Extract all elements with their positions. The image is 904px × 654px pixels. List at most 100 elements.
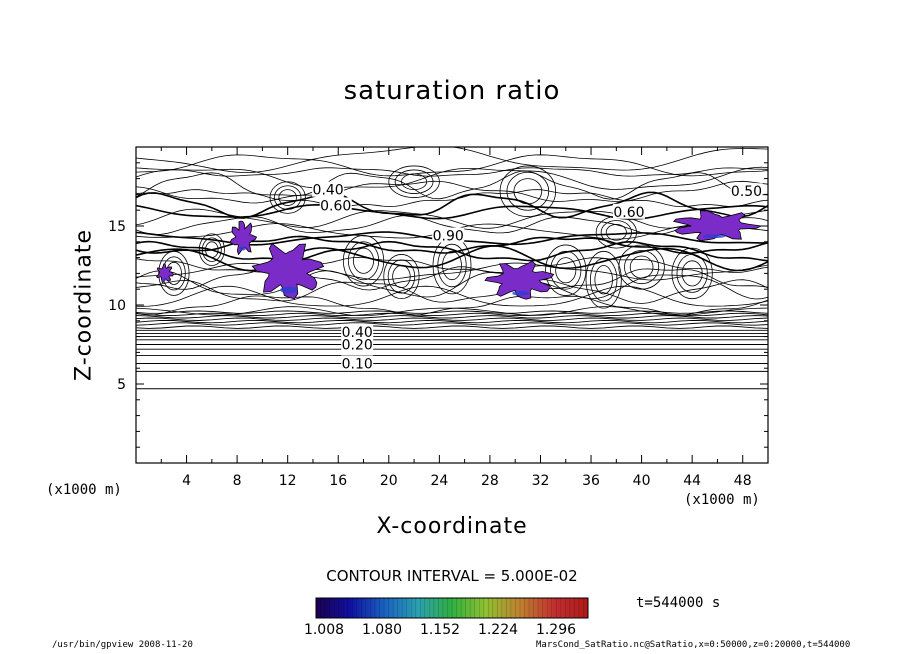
supersaturated-core [162,278,168,281]
contour-loop [600,220,632,245]
contour-label-bg [432,227,465,243]
contour-loop [550,250,582,290]
contour-loop [618,244,665,290]
contour-loop [401,173,428,191]
contour-loop [624,250,660,285]
contour-label-bg [319,197,352,213]
x-tick-label: 44 [683,473,701,489]
time-label: t=544000 s [636,595,721,611]
contour-line [136,279,768,304]
contour-line [136,270,768,300]
colorbar [315,597,589,619]
plot-frame [135,146,769,464]
contour-loop [555,257,577,284]
x-tick-label: 20 [380,473,398,489]
x-tick-label: 48 [734,473,752,489]
contour-label: 0.50 [731,184,762,200]
colorbar-tick-label: 1.080 [361,622,403,638]
contour-line [136,262,768,281]
contour-loop [198,233,225,266]
x-unit-label: (x1000 m) [684,492,760,508]
contour-line [136,319,768,324]
colorbar-tick-label: 1.296 [535,622,577,638]
contour-loop [442,250,462,281]
contour-line [136,170,768,200]
contour-loop [585,250,622,309]
supersaturated-core [280,286,298,294]
contour-line [136,265,768,291]
contour-loop [437,243,467,288]
contour-loop [353,247,375,274]
contour-loop [383,254,420,300]
contour-loop [388,165,440,198]
supersaturated-region [155,263,174,283]
x-tick-label: 40 [633,473,651,489]
y-tick-label: 10 [108,298,126,314]
x-tick-label: 12 [279,473,297,489]
x-tick-label: 4 [182,473,191,489]
contour-loop [394,169,434,194]
colorbar-tick-label: 1.008 [303,622,345,638]
contour-loop [589,258,618,302]
contour-line [136,154,768,177]
contour-label-bg [612,203,645,219]
contour-line [136,322,768,326]
footer-left: /usr/bin/gpview 2008-11-20 [52,640,193,650]
contour-line [136,315,768,319]
contour-label-bg [312,181,345,197]
contour-line [136,189,768,208]
x-axis-label: X-coordinate [376,514,528,539]
contour-label: 0.60 [320,198,351,214]
contour-interval-label: CONTOUR INTERVAL = 5.000E-02 [326,567,578,585]
contour-line [136,310,768,314]
contour-loop [681,260,703,287]
contour-loop [387,259,416,294]
contour-loop [273,185,302,210]
supersaturated-core [512,290,530,296]
contour-label: 0.60 [613,205,644,221]
contour-loop [594,265,613,295]
supersaturated-region [251,242,325,300]
x-tick-label: 36 [582,473,600,489]
contour-label: 0.20 [342,338,373,354]
contour-label: 0.40 [342,325,373,341]
x-tick-label: 8 [233,473,242,489]
contour-label-bg [341,323,374,339]
contour-line [136,285,768,307]
supersaturated-region [672,210,763,242]
contour-line [136,147,768,173]
contour-label: 0.90 [433,228,464,244]
x-tick-label: 16 [329,473,347,489]
contour-label: 0.10 [342,356,373,372]
contour-label-bg [341,355,374,371]
supersaturated-core [703,234,726,239]
contour-loop [201,237,222,262]
contour-loop [513,178,543,205]
contour-loop [342,235,385,287]
contour-loop [205,241,219,259]
contour-loop [499,165,557,217]
contour-loop [269,181,306,214]
contour-loop [676,253,708,293]
supersaturated-region [484,260,555,300]
z-unit-label: (x1000 m) [46,482,122,498]
colorbar-tick-label: 1.224 [477,622,519,638]
y-tick-label: 5 [117,377,126,393]
contour-line [136,312,768,317]
chart-title: saturation ratio [343,76,561,106]
contour-line [136,208,768,229]
contour-line [136,166,768,190]
colorbar-tick-label: 1.152 [419,622,461,638]
contour-line [136,203,768,220]
supersaturated-region [229,220,258,256]
x-tick-label: 28 [481,473,499,489]
x-tick-label: 24 [430,473,448,489]
y-axis-label: Z-coordinate [71,229,97,381]
contour-loop [545,244,587,296]
x-tick-label: 32 [532,473,550,489]
contour-line [136,325,768,329]
contour-line [136,240,768,262]
contour-label-bg [730,183,763,199]
footer-right: MarsCond_SatRatio.nc@SatRatio,x=0:50000,… [536,640,851,650]
contour-loop [671,247,713,300]
